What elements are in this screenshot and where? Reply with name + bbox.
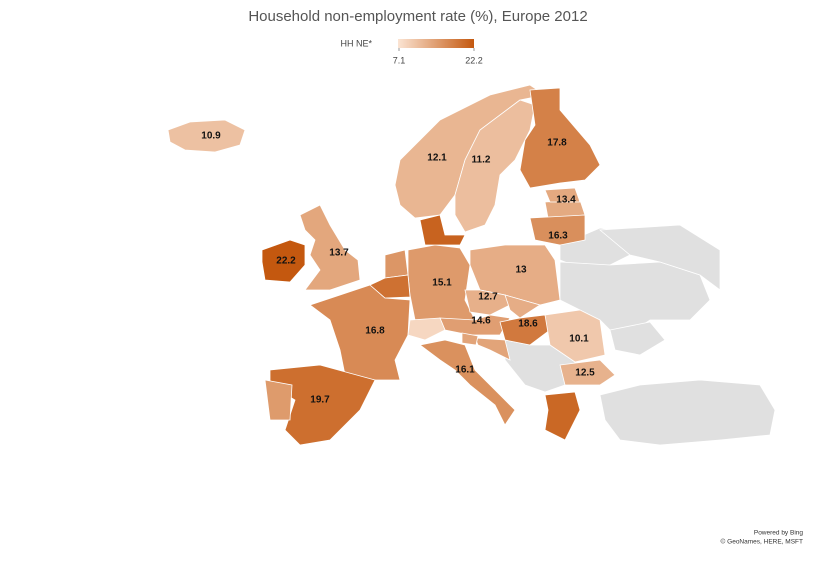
region-label: 13.4 (556, 195, 576, 206)
no-data-regions (504, 224, 776, 446)
region (599, 379, 776, 446)
region-label: 16.3 (548, 231, 568, 242)
region-label: 15.1 (432, 278, 452, 289)
region (559, 261, 711, 341)
region (419, 214, 466, 246)
region-label: 18.6 (518, 319, 538, 330)
region-label: 11.2 (472, 155, 491, 166)
region-label: 22.2 (276, 256, 296, 267)
region (529, 214, 586, 246)
region (384, 249, 409, 279)
region-label: 17.8 (547, 138, 567, 149)
region (264, 379, 293, 421)
region-label: 12.5 (575, 368, 595, 379)
region (609, 321, 666, 356)
region (309, 284, 411, 381)
region (544, 309, 606, 363)
region (519, 87, 601, 189)
region (261, 239, 306, 283)
region (369, 274, 411, 299)
region (469, 244, 561, 306)
region (559, 359, 616, 386)
region-label: 10.9 (201, 131, 221, 142)
region (407, 317, 446, 341)
region-label: 13 (515, 265, 527, 276)
legend-label: 22.2 (465, 55, 483, 65)
region-label: 12.7 (478, 292, 498, 303)
region-label: 12.1 (427, 153, 447, 164)
region-label: 10.1 (569, 334, 589, 345)
region (419, 339, 516, 426)
credit: © GeoNames, HERE, MSFT (721, 538, 803, 546)
credit: Powered by Bing (754, 530, 804, 537)
region-label: 13.7 (329, 248, 349, 259)
region (544, 391, 581, 441)
region (544, 187, 581, 203)
region (299, 204, 361, 291)
region-label: 19.7 (310, 395, 330, 406)
legend-label: 7.1 (393, 55, 406, 65)
region-label: 14.6 (471, 316, 491, 327)
region (598, 224, 721, 291)
region (504, 294, 541, 319)
region (454, 99, 536, 233)
legend-title: HH NE* (340, 38, 372, 48)
legend-gradient (398, 39, 474, 48)
map-title: Household non-employment rate (%), Europ… (248, 8, 587, 25)
region-label: 16.1 (455, 365, 475, 376)
region (167, 119, 246, 153)
region-label: 16.8 (365, 326, 385, 337)
region (461, 332, 479, 346)
region (474, 337, 511, 361)
